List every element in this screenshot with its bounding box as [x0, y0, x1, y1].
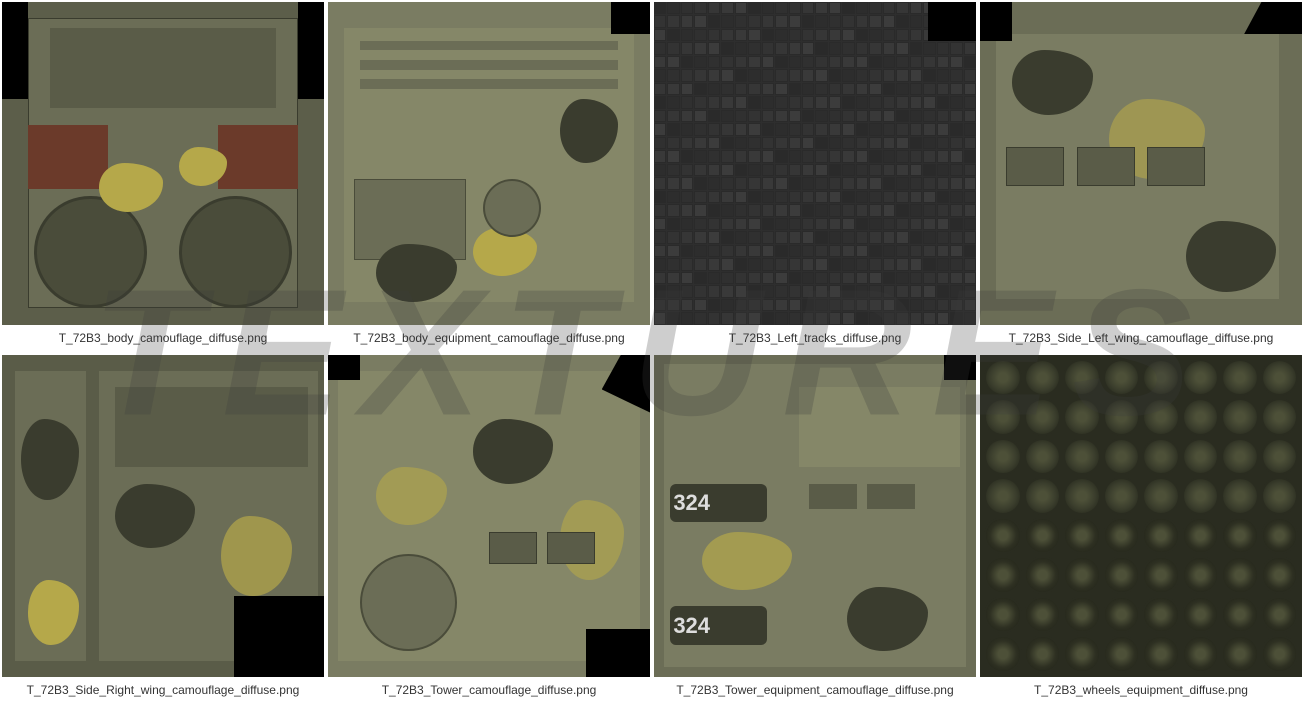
- texture-label: T_72B3_body_equipment_camouflage_diffuse…: [351, 325, 626, 351]
- texture-cell-body: T_72B3_body_camouflage_diffuse.png: [2, 2, 324, 351]
- tracks-pattern: [654, 2, 976, 325]
- texture-label: T_72B3_Left_tracks_diffuse.png: [727, 325, 904, 351]
- texture-cell-side-right: T_72B3_Side_Right_wing_camouflage_diffus…: [2, 355, 324, 704]
- texture-cell-body-equip: T_72B3_body_equipment_camouflage_diffuse…: [328, 2, 650, 351]
- texture-label: T_72B3_Side_Right_wing_camouflage_diffus…: [25, 677, 302, 703]
- texture-thumb: [980, 2, 1302, 325]
- wheels-pattern: [980, 355, 1302, 678]
- texture-label: T_72B3_Tower_equipment_camouflage_diffus…: [674, 677, 955, 703]
- hull-number: 324: [673, 613, 710, 639]
- texture-label: T_72B3_body_camouflage_diffuse.png: [57, 325, 270, 351]
- texture-cell-tower: T_72B3_Tower_camouflage_diffuse.png: [328, 355, 650, 704]
- texture-thumb: [2, 2, 324, 325]
- texture-cell-side-left: T_72B3_Side_Left_wing_camouflage_diffuse…: [980, 2, 1302, 351]
- texture-thumb: [980, 355, 1302, 678]
- texture-cell-tracks: T_72B3_Left_tracks_diffuse.png: [654, 2, 976, 351]
- texture-cell-wheels: T_72B3_wheels_equipment_diffuse.png: [980, 355, 1302, 704]
- texture-thumb: [2, 355, 324, 678]
- texture-thumb: [328, 355, 650, 678]
- texture-label: T_72B3_wheels_equipment_diffuse.png: [1032, 677, 1250, 703]
- texture-label: T_72B3_Tower_camouflage_diffuse.png: [380, 677, 599, 703]
- texture-grid: T_72B3_body_camouflage_diffuse.png T_72B…: [0, 0, 1304, 705]
- texture-label: T_72B3_Side_Left_wing_camouflage_diffuse…: [1007, 325, 1276, 351]
- texture-thumb: [328, 2, 650, 325]
- texture-thumb: 324 324: [654, 355, 976, 678]
- hull-number: 324: [673, 490, 710, 516]
- texture-thumb: [654, 2, 976, 325]
- texture-cell-tower-equip: 324 324 T_72B3_Tower_equipment_camouflag…: [654, 355, 976, 704]
